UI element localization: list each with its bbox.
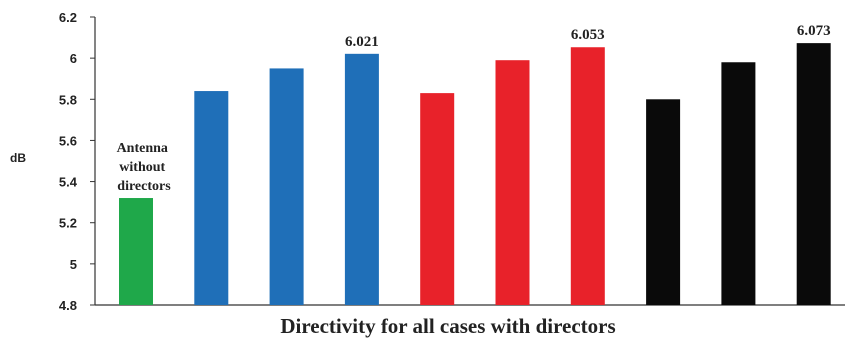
bar-9 xyxy=(721,62,756,305)
x-axis-label: Directivity for all cases with directors xyxy=(280,314,615,338)
annotation-line-2: without xyxy=(119,160,165,175)
data-label-bar-7: 6.053 xyxy=(571,27,605,43)
y-tick-labels: 4.8 5 5.2 5.4 5.6 5.8 6 6.2 xyxy=(59,10,95,313)
y-tick-label: 6 xyxy=(70,51,77,66)
y-tick-label: 5.2 xyxy=(59,216,77,231)
data-label-bar-10: 6.073 xyxy=(797,23,831,39)
bar-6 xyxy=(495,60,530,306)
y-axis-label: dB xyxy=(10,151,26,165)
bars xyxy=(119,43,831,306)
bar-5 xyxy=(420,93,455,305)
annotation-antenna-without-directors: Antenna without directors xyxy=(117,141,172,194)
annotation-line-1: Antenna xyxy=(117,141,168,156)
bar-7 xyxy=(570,47,605,306)
y-tick-label: 5.8 xyxy=(59,92,77,107)
y-tick-label: 4.8 xyxy=(59,298,77,313)
data-label-bar-4: 6.021 xyxy=(345,34,379,50)
bar-1 xyxy=(119,198,153,305)
y-tick-label: 6.2 xyxy=(59,10,77,25)
bar-4 xyxy=(344,53,379,305)
bar-10 xyxy=(796,43,831,306)
y-tick-label: 5.4 xyxy=(59,175,78,190)
y-tick-label: 5 xyxy=(70,257,77,272)
data-labels: 6.021 6.053 6.073 xyxy=(345,23,831,50)
bar-2 xyxy=(194,91,229,305)
bar-3 xyxy=(269,68,304,305)
annotation-line-3: directors xyxy=(117,179,171,194)
y-tick-label: 5.6 xyxy=(59,133,77,148)
bar-8 xyxy=(646,99,681,306)
